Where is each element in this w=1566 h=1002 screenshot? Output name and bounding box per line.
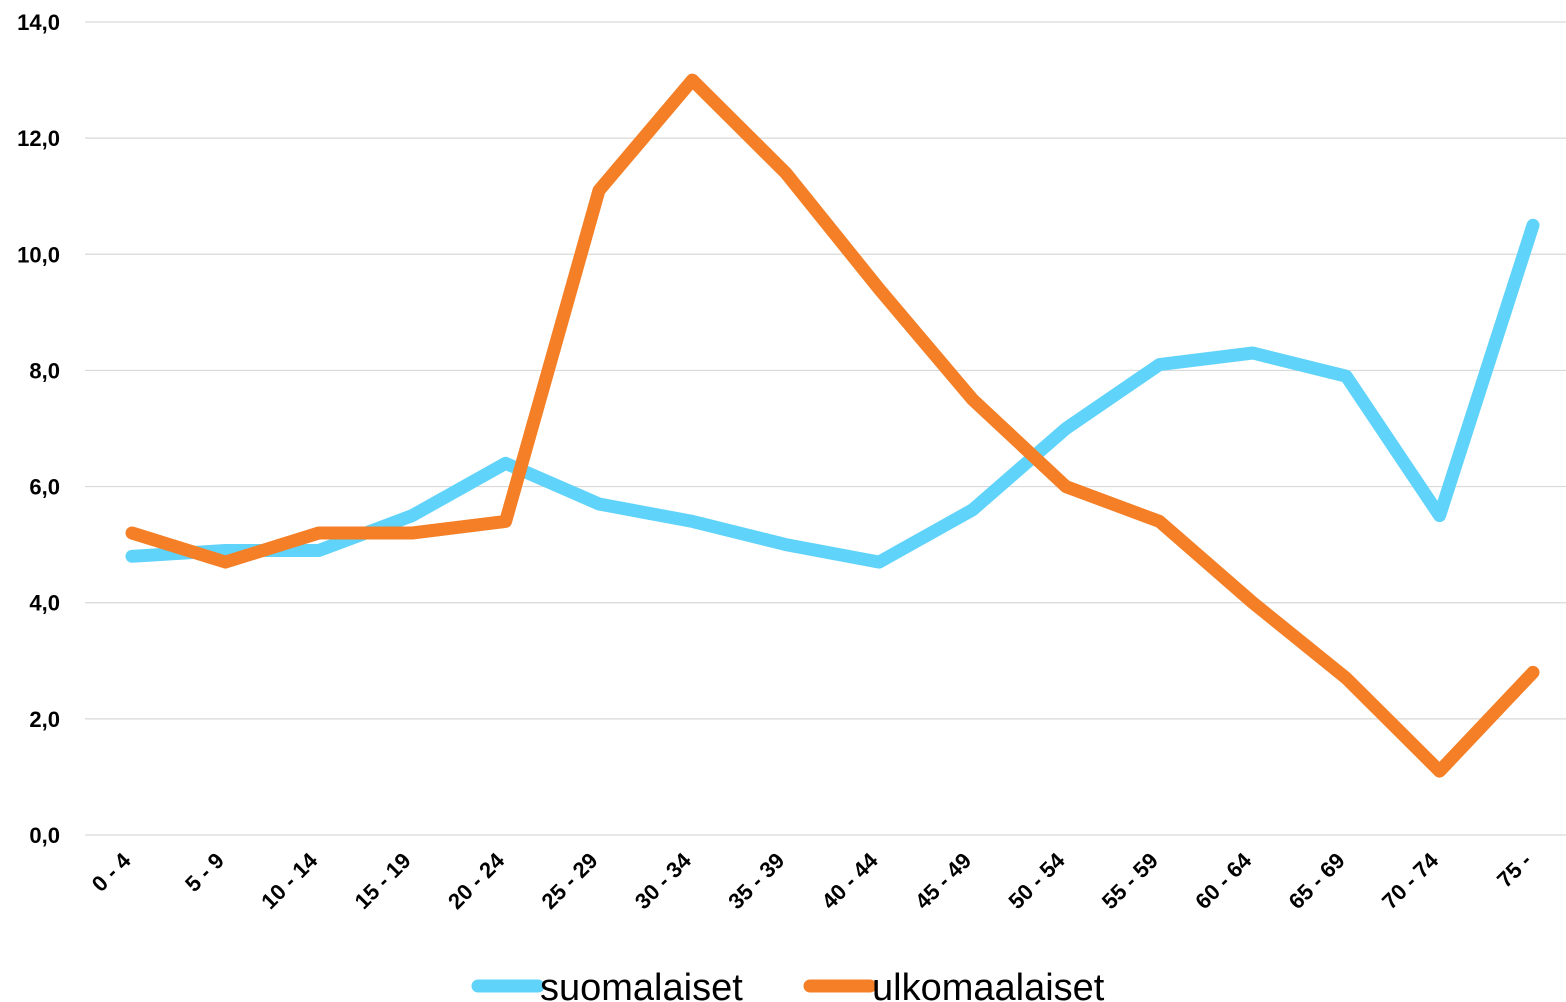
x-tick-label: 45 - 49 <box>910 848 976 914</box>
y-tick-label: 12,0 <box>17 126 60 151</box>
x-tick-label: 25 - 29 <box>536 848 602 914</box>
x-tick-label: 20 - 24 <box>443 847 510 914</box>
x-tick-label: 5 - 9 <box>180 848 229 897</box>
y-tick-label: 0,0 <box>29 823 60 848</box>
y-tick-label: 6,0 <box>29 475 60 500</box>
legend-label-ulkomaalaiset: ulkomaalaiset <box>872 967 1105 1002</box>
y-tick-label: 4,0 <box>29 591 60 616</box>
x-tick-label: 35 - 39 <box>723 848 789 914</box>
gridlines <box>85 21 1566 836</box>
y-tick-label: 10,0 <box>17 242 60 267</box>
y-tick-label: 2,0 <box>29 707 60 732</box>
y-tick-label: 8,0 <box>29 358 60 383</box>
legend: suomalaiset ulkomaalaiset <box>471 967 1105 1002</box>
x-tick-label: 60 - 64 <box>1190 847 1257 914</box>
y-axis-ticks: 0,0 2,0 4,0 6,0 8,0 10,0 12,0 14,0 <box>17 10 60 848</box>
x-tick-label: 30 - 34 <box>630 847 697 914</box>
series-line-ulkomaalaiset <box>125 73 1540 778</box>
series-lines <box>125 73 1540 778</box>
x-tick-label: 10 - 14 <box>256 847 323 914</box>
x-tick-label: 0 - 4 <box>87 847 136 896</box>
x-tick-label: 75 - <box>1492 848 1536 892</box>
x-tick-label: 55 - 59 <box>1097 848 1163 914</box>
x-tick-label: 65 - 69 <box>1284 848 1350 914</box>
x-tick-label: 50 - 54 <box>1003 847 1070 914</box>
x-axis-ticks: 0 - 4 5 - 9 10 - 14 15 - 19 20 - 24 25 - 29 30… <box>87 847 1537 914</box>
series-line-suomalaiset <box>125 218 1540 569</box>
x-tick-label: 40 - 44 <box>817 847 884 914</box>
x-tick-label: 15 - 19 <box>350 848 416 914</box>
legend-label-suomalaiset: suomalaiset <box>540 967 743 1002</box>
y-tick-label: 14,0 <box>17 10 60 35</box>
x-tick-label: 70 - 74 <box>1377 847 1444 914</box>
